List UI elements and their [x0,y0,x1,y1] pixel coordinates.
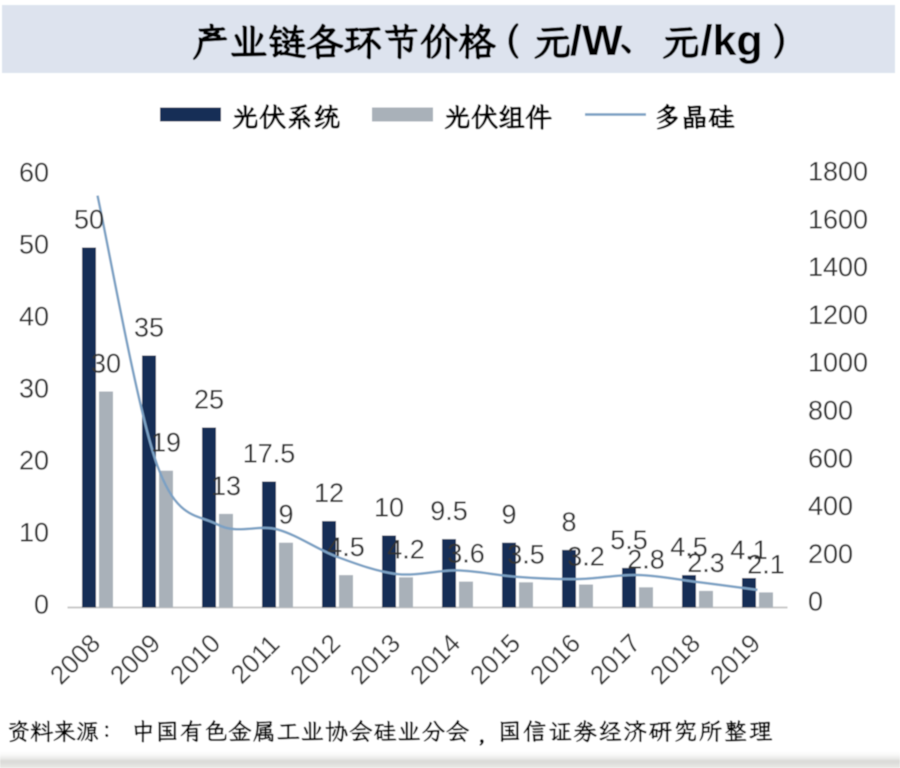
svg-text:30: 30 [91,349,121,379]
svg-text:1200: 1200 [808,300,868,330]
svg-text:1800: 1800 [808,157,868,187]
svg-text:/kg: /kg [701,17,763,65]
svg-text:10: 10 [19,518,49,548]
svg-text:35: 35 [134,313,164,343]
svg-text:9.5: 9.5 [430,496,468,526]
svg-text:9: 9 [501,500,516,530]
svg-text:8: 8 [561,507,576,537]
svg-text:25: 25 [194,385,224,415]
svg-text:4.1: 4.1 [730,535,768,565]
svg-text:3.5: 3.5 [507,539,545,569]
svg-text:60: 60 [19,158,49,188]
svg-text:4.5: 4.5 [670,532,708,562]
svg-text:4.5: 4.5 [327,532,365,562]
svg-text:19: 19 [151,428,181,458]
svg-text:1600: 1600 [808,204,868,234]
svg-text:1000: 1000 [808,348,868,378]
svg-text:1400: 1400 [808,252,868,282]
svg-text:12: 12 [314,478,344,508]
svg-text:13: 13 [211,471,241,501]
svg-text:800: 800 [808,396,853,426]
svg-text:50: 50 [19,230,49,260]
svg-text:40: 40 [19,302,49,332]
svg-text:17.5: 17.5 [243,439,296,469]
svg-text:0: 0 [808,587,823,617]
svg-text:30: 30 [19,374,49,404]
svg-text:2.3: 2.3 [687,548,725,578]
svg-text:/W: /W [570,17,623,65]
svg-text:200: 200 [808,539,853,569]
svg-text:5.5: 5.5 [610,525,648,555]
svg-text:50: 50 [74,205,104,235]
svg-text:0: 0 [34,590,49,620]
svg-text:20: 20 [19,446,49,476]
svg-text:10: 10 [374,493,404,523]
svg-text:4.2: 4.2 [387,534,425,564]
svg-text:9: 9 [278,500,293,530]
svg-text:2.1: 2.1 [747,549,785,579]
svg-text:2.8: 2.8 [627,544,665,574]
svg-text:600: 600 [808,443,853,473]
svg-text:3.2: 3.2 [567,542,605,572]
svg-text:3.6: 3.6 [447,539,485,569]
svg-text:400: 400 [808,491,853,521]
